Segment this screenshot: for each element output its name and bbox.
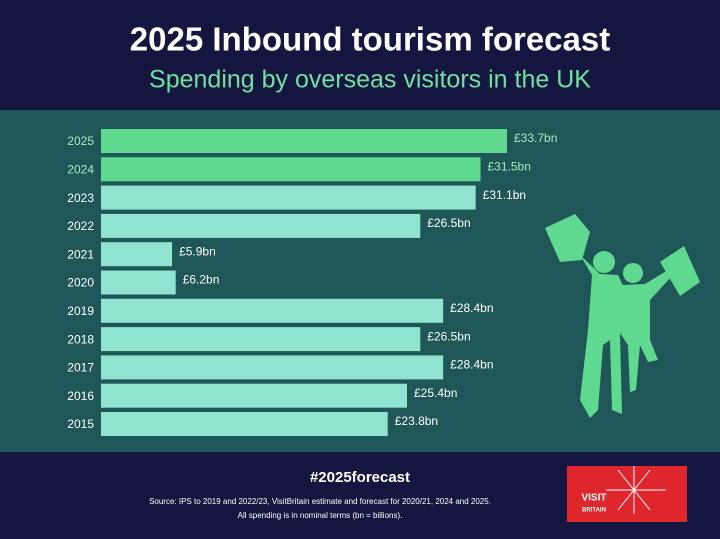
- chart-title: 2025 Inbound tourism forecast: [130, 21, 610, 58]
- bar: [101, 157, 481, 182]
- y-tick-label: 2022: [67, 219, 94, 233]
- logo: VISIT BRITAIN: [567, 466, 687, 522]
- y-tick-label: 2025: [67, 134, 94, 148]
- bar: [101, 298, 444, 323]
- value-label: £6.2bn: [183, 273, 220, 287]
- y-tick-label: 2024: [67, 162, 94, 176]
- bar: [101, 242, 173, 267]
- y-tick-label: 2017: [67, 361, 94, 375]
- value-label: £5.9bn: [179, 244, 216, 258]
- bar: [101, 129, 507, 153]
- person-head: [593, 251, 615, 273]
- value-label: £26.5bn: [427, 216, 470, 230]
- y-tick-label: 2018: [67, 332, 94, 346]
- person: [618, 270, 672, 392]
- y-tick-label: 2020: [67, 276, 94, 290]
- source-note: All spending is in nominal terms (bn = b…: [238, 511, 403, 520]
- hashtag: #2025forecast: [310, 469, 410, 486]
- logo-box: [567, 466, 687, 522]
- value-label: £31.1bn: [483, 188, 526, 202]
- bar: [101, 270, 176, 295]
- logo-text: BRITAIN: [582, 508, 606, 514]
- bar: [101, 213, 421, 238]
- y-tick-label: 2015: [67, 417, 94, 431]
- source-note: Source: IPS to 2019 and 2022/23, VisitBr…: [149, 497, 491, 506]
- shopping-bag: [545, 214, 590, 262]
- person-head: [623, 263, 643, 283]
- value-label: £28.4bn: [450, 301, 493, 315]
- bar: [101, 412, 388, 436]
- value-label: £23.8bn: [395, 414, 438, 428]
- y-tick-label: 2019: [67, 304, 94, 318]
- silhouette: [545, 214, 700, 418]
- bar: [101, 327, 421, 352]
- logo-flag: [606, 466, 666, 514]
- value-label: £31.5bn: [487, 159, 530, 173]
- y-tick-label: 2016: [67, 389, 94, 403]
- y-tick-label: 2023: [67, 191, 94, 205]
- value-label: £25.4bn: [414, 386, 457, 400]
- person: [580, 255, 625, 418]
- bar: [101, 185, 476, 210]
- bar: [101, 355, 444, 380]
- value-label: £33.7bn: [514, 131, 557, 145]
- shopping-bag: [660, 246, 700, 296]
- logo-text: VISIT: [581, 493, 606, 504]
- value-label: £28.4bn: [450, 358, 493, 372]
- chart-subtitle: Spending by overseas visitors in the UK: [149, 66, 591, 94]
- y-tick-label: 2021: [67, 247, 94, 261]
- value-label: £26.5bn: [427, 329, 470, 343]
- bar: [101, 383, 408, 408]
